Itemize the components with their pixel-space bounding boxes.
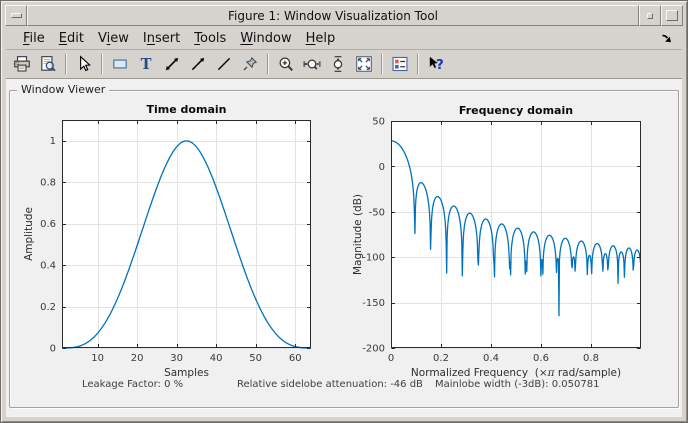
menu-tools[interactable]: Tools [194,30,227,46]
toolbar-separator [381,54,383,74]
legend-button[interactable] [387,52,413,76]
menu-help[interactable]: Help [305,30,336,46]
maximize-button[interactable] [661,5,683,26]
window-viewer-groupbox [9,90,679,408]
text-icon: T [141,56,152,73]
legend-icon [392,56,408,72]
sidelobe-attenuation-status: Relative sidelobe attenuation: -46 dB [237,379,423,390]
print-button[interactable] [9,52,35,76]
arrow-icon [191,57,205,71]
window-viewer-label: Window Viewer [17,82,110,97]
figure-client-area: Window Viewer Leakage Factor: 0 % Relati… [6,79,682,417]
rectangle-icon [113,59,127,69]
pointer-icon [80,55,91,72]
toolbar: T [6,50,682,79]
line-icon [217,57,231,71]
toolbar-separator [101,54,103,74]
restore-view-icon [356,56,372,72]
svg-text:?: ? [436,57,444,73]
whats-this-icon: ? [429,56,444,73]
toolbar-separator [267,54,269,74]
zoom-x-button[interactable] [299,52,325,76]
menu-insert[interactable]: Insert [142,30,181,46]
zoom-y-button[interactable] [325,52,351,76]
edit-plot-button[interactable] [71,52,97,76]
menu-file[interactable]: File [23,30,45,46]
minimize-icon [647,12,653,19]
menu-window[interactable]: Window [240,30,292,46]
whats-this-button[interactable]: ? [423,52,449,76]
frequency-domain-chart[interactable] [345,100,676,385]
menubar-items: File Edit View Insert Tools Window Help [6,29,342,48]
dock-figure-button[interactable] [659,30,675,46]
titlebar: Figure 1: Window Visualization Tool [5,5,683,26]
pin-to-axes-button[interactable] [237,52,263,76]
print-preview-button[interactable] [35,52,61,76]
zoom-y-icon [333,56,343,72]
menubar: File Edit View Insert Tools Window Help [6,27,682,50]
insert-line-button[interactable] [211,52,237,76]
insert-text-button[interactable]: T [133,52,159,76]
zoom-in-button[interactable] [273,52,299,76]
print-preview-icon [41,56,56,72]
svg-text:T: T [141,56,152,73]
toolbar-separator [65,54,67,74]
minimize-button[interactable] [639,5,661,26]
window-title: Figure 1: Window Visualization Tool [27,5,639,26]
time-domain-chart[interactable] [10,100,332,385]
window-menu-button[interactable] [5,5,27,26]
zoom-in-icon [279,57,293,71]
dock-arrow-icon [662,34,671,43]
print-icon [14,56,30,72]
menu-view[interactable]: View [98,30,129,46]
window-menu-icon [10,13,22,18]
mainlobe-width-status: Mainlobe width (-3dB): 0.050781 [435,379,600,390]
menu-edit[interactable]: Edit [58,30,85,46]
pin-icon [243,56,258,71]
zoom-x-icon [303,59,321,70]
maximize-icon [666,10,678,21]
double-arrow-icon [165,57,179,71]
insert-double-arrow-button[interactable] [159,52,185,76]
restore-view-button[interactable] [351,52,377,76]
insert-rectangle-button[interactable] [107,52,133,76]
insert-arrow-button[interactable] [185,52,211,76]
toolbar-separator [417,54,419,74]
leakage-factor-status: Leakage Factor: 0 % [82,379,184,390]
